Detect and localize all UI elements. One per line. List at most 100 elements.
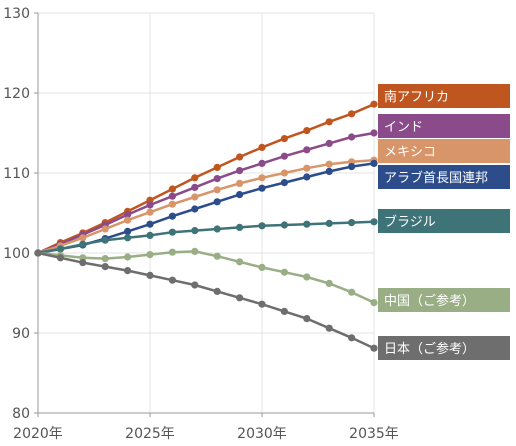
y-tick-labels: 80 90 100 110 120 130	[3, 6, 38, 422]
data-point	[303, 220, 311, 228]
data-point	[303, 315, 311, 323]
data-point	[348, 288, 356, 296]
data-point	[146, 231, 154, 239]
data-point	[280, 169, 288, 177]
data-point	[101, 263, 109, 271]
data-point	[101, 236, 109, 244]
series-label-box	[378, 288, 510, 312]
y-tick-label: 100	[3, 246, 30, 262]
data-point	[146, 220, 154, 228]
series-label: ブラジル	[378, 209, 510, 233]
series-label: 日本（ご参考）	[378, 336, 510, 360]
data-point	[303, 273, 311, 281]
y-tick-label: 80	[12, 406, 30, 422]
data-point	[213, 163, 221, 171]
data-point	[236, 294, 244, 302]
series-line	[37, 162, 375, 255]
series-label-text: アラブ首長国連邦	[384, 170, 488, 186]
data-point	[325, 118, 333, 126]
series-label-text: 中国（ご参考）	[384, 293, 475, 309]
data-point	[79, 240, 87, 248]
data-point	[236, 167, 244, 175]
data-point	[146, 208, 154, 216]
data-point	[213, 198, 221, 206]
series-line	[37, 220, 375, 255]
data-point	[280, 268, 288, 276]
series-line	[37, 251, 375, 350]
data-point	[34, 249, 42, 257]
data-point	[191, 281, 199, 289]
data-point	[258, 159, 266, 167]
data-point	[168, 228, 176, 236]
data-point	[325, 139, 333, 147]
data-point	[348, 219, 356, 227]
series-group	[34, 100, 378, 352]
data-point	[124, 227, 132, 235]
data-point	[124, 211, 132, 219]
data-point	[168, 276, 176, 284]
data-point	[258, 143, 266, 151]
series-line	[37, 103, 375, 255]
data-point	[303, 127, 311, 135]
data-point	[348, 110, 356, 118]
series-label-box	[378, 165, 510, 189]
data-point	[168, 192, 176, 200]
data-point	[213, 186, 221, 194]
data-point	[101, 255, 109, 263]
data-point	[191, 193, 199, 201]
series-label-text: ブラジル	[384, 214, 436, 230]
data-point	[191, 174, 199, 182]
series-label: 中国（ご参考）	[378, 288, 510, 312]
data-point	[168, 248, 176, 256]
y-tick-label: 130	[3, 6, 30, 22]
data-point	[146, 271, 154, 279]
data-point	[236, 258, 244, 266]
data-point	[258, 222, 266, 230]
data-point	[303, 173, 311, 181]
data-point	[236, 223, 244, 231]
data-point	[213, 287, 221, 295]
series-label: インド	[378, 114, 510, 138]
data-point	[236, 191, 244, 199]
data-point	[56, 254, 64, 262]
data-point	[280, 152, 288, 160]
series-label-text: 南アフリカ	[384, 89, 449, 105]
data-point	[348, 133, 356, 141]
series-label: メキシコ	[378, 139, 510, 163]
series-label-text: インド	[384, 120, 423, 135]
data-point	[101, 225, 109, 233]
series-line	[37, 131, 375, 255]
data-point	[370, 159, 378, 167]
data-point	[325, 219, 333, 227]
data-point	[213, 175, 221, 183]
series-label-text: 日本（ご参考）	[384, 341, 475, 357]
series-label-box	[378, 336, 510, 360]
data-point	[325, 324, 333, 332]
data-point	[370, 129, 378, 137]
data-point	[168, 200, 176, 208]
series-label-text: メキシコ	[384, 145, 436, 160]
data-point	[236, 179, 244, 187]
data-point	[325, 160, 333, 168]
data-point	[124, 267, 132, 275]
series-6	[34, 249, 378, 352]
data-point	[370, 218, 378, 226]
x-tick-label: 2030年	[237, 426, 287, 442]
x-tick-label: 2025年	[125, 426, 175, 442]
series-5	[34, 247, 378, 307]
data-point	[124, 216, 132, 224]
data-point	[213, 252, 221, 260]
data-point	[168, 212, 176, 220]
data-point	[303, 164, 311, 172]
data-point	[258, 263, 266, 271]
series-label-box	[378, 209, 510, 233]
series-line	[37, 250, 375, 304]
series-label-box	[378, 84, 510, 108]
data-point	[79, 259, 87, 267]
series-label-box	[378, 139, 510, 163]
y-tick-label: 90	[12, 326, 30, 342]
data-point	[348, 163, 356, 171]
data-point	[348, 334, 356, 342]
data-point	[213, 225, 221, 233]
data-point	[258, 300, 266, 308]
